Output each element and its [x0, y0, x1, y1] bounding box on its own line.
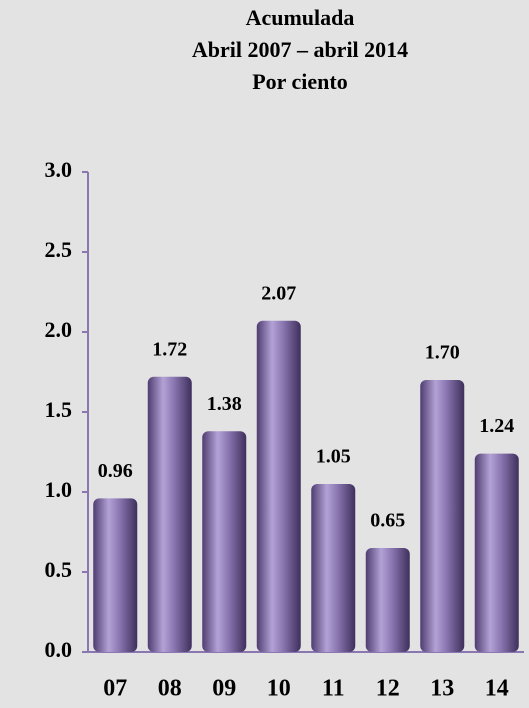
value-label: 1.38	[207, 393, 242, 415]
bar	[474, 453, 519, 652]
value-label: 0.65	[370, 510, 405, 532]
bar	[256, 320, 301, 652]
x-tick-label: 14	[485, 676, 509, 702]
y-tick-label: 1.0	[45, 477, 73, 502]
value-label: 1.70	[425, 342, 460, 364]
bar	[202, 431, 247, 652]
value-label: 0.96	[98, 460, 133, 482]
x-tick-label: 13	[430, 676, 454, 702]
x-tick-label: 09	[212, 676, 236, 702]
bar	[365, 548, 410, 652]
x-tick-label: 10	[267, 676, 291, 702]
bar	[311, 484, 356, 652]
y-tick-label: 1.5	[45, 397, 73, 422]
y-label: Por ciento	[252, 69, 348, 94]
x-tick-label: 11	[322, 676, 345, 702]
chart-subtitle: Abril 2007 – abril 2014	[192, 37, 408, 62]
y-tick-label: 2.5	[45, 237, 73, 262]
value-label: 1.05	[316, 446, 351, 468]
bar	[93, 498, 138, 652]
bar	[420, 380, 465, 652]
value-label: 1.72	[152, 338, 187, 360]
x-tick-label: 07	[103, 676, 127, 702]
x-tick-label: 12	[376, 676, 400, 702]
bar	[147, 376, 192, 652]
value-label: 1.24	[479, 415, 514, 437]
y-tick-label: 3.0	[45, 157, 73, 182]
x-tick-label: 08	[158, 676, 182, 702]
chart-title: Acumulada	[246, 5, 355, 30]
y-tick-label: 2.0	[45, 317, 73, 342]
value-label: 2.07	[261, 282, 296, 304]
y-tick-label: 0.0	[45, 637, 73, 662]
y-tick-label: 0.5	[45, 557, 73, 582]
